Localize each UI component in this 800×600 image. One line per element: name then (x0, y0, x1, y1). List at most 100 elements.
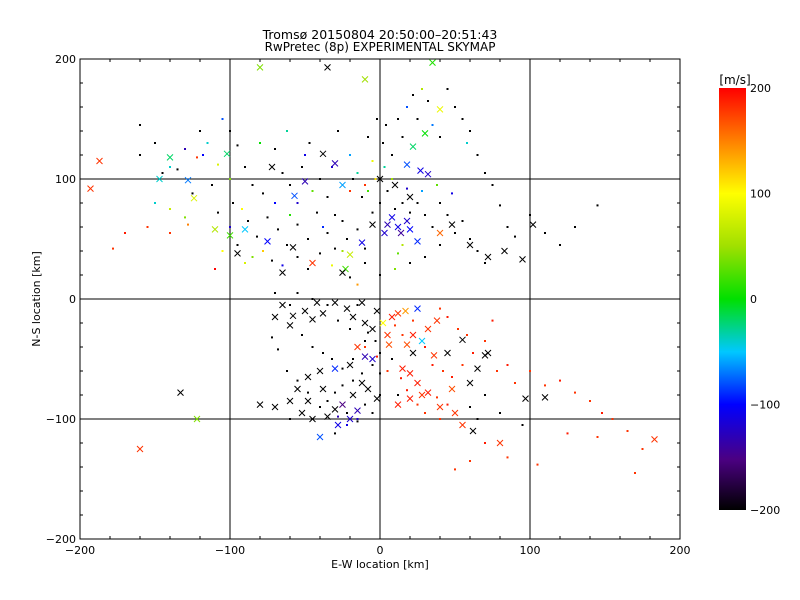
data-point-dot (484, 172, 486, 174)
data-point-x (301, 178, 309, 185)
x-tick-label: 0 (377, 544, 384, 557)
data-point-dot (289, 418, 291, 420)
data-point-x (424, 389, 432, 396)
data-point-x (459, 336, 466, 344)
data-point-x (226, 232, 234, 239)
data-point-x (319, 150, 327, 158)
data-point-dot (346, 424, 348, 426)
data-point-dot (634, 472, 636, 474)
data-point-x (379, 319, 387, 327)
data-point-dot (319, 252, 321, 255)
data-point-dot (371, 160, 374, 162)
data-point-dot (364, 247, 366, 250)
data-point-x (369, 221, 376, 228)
data-point-dot (337, 130, 339, 132)
data-point-x (354, 407, 361, 414)
data-point-dot (307, 268, 309, 270)
data-point-x (289, 244, 297, 251)
data-point-x (373, 307, 381, 315)
data-point-x (373, 395, 381, 402)
data-point-dot (277, 228, 279, 231)
data-point-x (279, 301, 286, 309)
data-point-dot (281, 264, 284, 267)
data-point-dot (400, 377, 402, 380)
data-point-x (409, 349, 417, 357)
data-point-x (271, 313, 279, 321)
data-point-dot (251, 256, 254, 258)
data-point-dot (289, 184, 291, 186)
data-point-dot (229, 226, 231, 228)
data-point-dot (379, 372, 381, 375)
data-point-dot (506, 364, 509, 366)
data-point-dot (521, 424, 524, 426)
data-point-x (403, 341, 411, 348)
data-point-x (331, 299, 339, 306)
data-point-x (309, 259, 316, 267)
data-point-dot (484, 442, 486, 444)
data-point-dot (401, 136, 404, 138)
data-point-x (334, 421, 342, 429)
data-point-dot (364, 262, 366, 264)
data-point-x (394, 401, 402, 408)
data-point-dot (461, 220, 464, 222)
data-point-dot (356, 420, 359, 423)
data-point-dot (341, 250, 344, 252)
data-point-dot (361, 372, 363, 375)
data-point-dot (391, 154, 393, 156)
data-point-dot (431, 364, 434, 366)
data-point-x (469, 427, 477, 435)
data-point-dot (319, 178, 321, 180)
data-point-dot (446, 88, 449, 90)
data-point-dot (401, 244, 404, 246)
data-point-x (388, 313, 396, 321)
data-point-x (448, 385, 456, 393)
data-point-dot (241, 208, 243, 210)
colorbar-tick-label: −200 (750, 504, 780, 517)
data-point-x (324, 64, 331, 71)
data-point-dot (406, 187, 408, 190)
data-point-dot (271, 336, 273, 339)
data-point-x (304, 373, 312, 381)
data-point-dot (232, 202, 234, 204)
data-point-dot (397, 118, 399, 120)
data-point-dot (322, 352, 324, 354)
colorbar-tick-label: 200 (750, 82, 771, 95)
data-point-dot (439, 202, 441, 204)
data-point-dot (356, 228, 359, 231)
data-point-x (433, 317, 441, 324)
data-point-dot (296, 379, 299, 382)
data-point-dot (409, 262, 411, 264)
data-point-dot (436, 184, 438, 186)
data-point-x (466, 379, 474, 387)
data-point-dot (466, 334, 468, 336)
data-point-x (223, 150, 231, 158)
data-point-dot (446, 316, 449, 318)
data-point-dot (371, 211, 374, 214)
y-tick-label: 0 (69, 293, 76, 306)
data-point-dot (506, 226, 509, 228)
data-point-x (156, 175, 163, 183)
data-point-dot (349, 154, 351, 156)
data-point-x (346, 415, 354, 423)
data-point-dot (611, 418, 614, 420)
data-point-dot (376, 118, 378, 120)
data-point-dot (446, 403, 449, 406)
data-point-dot (256, 235, 258, 238)
data-point-x (385, 341, 393, 348)
data-point-x (397, 229, 405, 237)
data-point-x (190, 194, 198, 202)
data-point-x (429, 59, 436, 66)
data-point-x (394, 310, 402, 317)
data-point-dot (184, 148, 186, 150)
data-point-dot (296, 292, 299, 294)
data-point-dot (307, 238, 309, 240)
data-point-dot (289, 304, 291, 306)
y-axis-label: N-S location [km] (30, 251, 43, 347)
data-point-dot (376, 355, 378, 358)
data-point-dot (442, 370, 444, 372)
data-point-x (451, 409, 459, 417)
data-point-x (406, 370, 414, 377)
data-point-dot (364, 340, 366, 342)
data-point-x (256, 64, 264, 71)
data-point-dot (184, 216, 186, 219)
